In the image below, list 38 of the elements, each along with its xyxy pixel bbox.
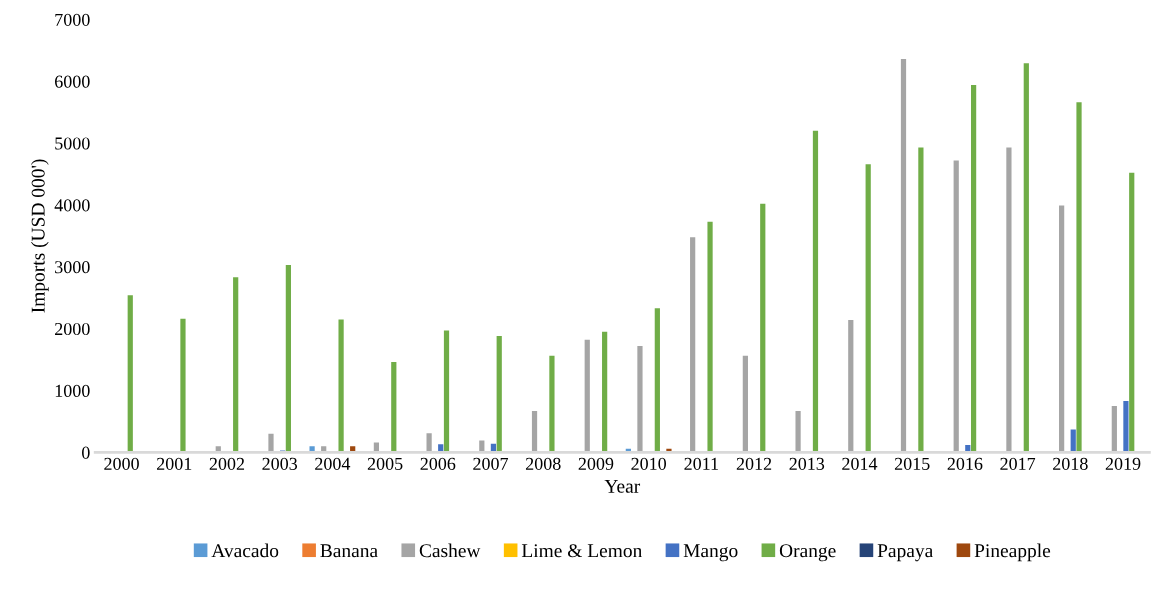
x-tick-label: 2016: [947, 457, 983, 470]
y-tick-label: 3000: [55, 261, 90, 274]
x-tick-label: 2015: [894, 457, 930, 470]
legend-label: Papaya: [877, 544, 933, 562]
x-tick-label: 2004: [315, 457, 351, 470]
legend-label: Avacado: [211, 543, 279, 558]
legend-label: Orange: [779, 544, 836, 562]
x-tick-label: 2014: [842, 457, 878, 470]
legend-label: Pineapple: [974, 543, 1051, 562]
y-tick-label: 1000: [55, 384, 90, 397]
y-tick-label: 2000: [55, 322, 90, 336]
x-tick-label: 2001: [157, 457, 192, 470]
y-axis-title: Imports (USD 000'): [31, 159, 49, 313]
x-tick-label: 2009: [578, 457, 614, 470]
x-tick-label: 2010: [631, 457, 667, 470]
x-tick-label: 2005: [367, 457, 403, 470]
x-tick-label: 2017: [1000, 457, 1036, 470]
x-tick-label: 2002: [209, 457, 245, 470]
x-tick-label: 2000: [104, 457, 139, 470]
x-tick-label: 2006: [420, 457, 456, 470]
legend-label: Mango: [683, 544, 738, 562]
y-tick-label: 4000: [54, 199, 90, 212]
legend-label: Lime & Lemon: [521, 544, 643, 558]
x-tick-label: 2011: [684, 457, 718, 470]
y-tick-label: 0: [82, 446, 90, 459]
x-tick-label: 2013: [789, 457, 825, 470]
x-tick-label: 2019: [1105, 457, 1141, 470]
x-tick-label: 2008: [525, 457, 561, 470]
x-tick-label: 2003: [262, 457, 298, 470]
legend-label: Banana: [320, 544, 378, 558]
y-tick-label: 6000: [55, 75, 90, 88]
legend-label: Cashew: [419, 543, 481, 558]
x-tick-label: 2018: [1053, 457, 1088, 470]
x-tick-label: 2012: [736, 457, 772, 470]
x-tick-label: 2007: [473, 457, 509, 470]
x-axis-title: Year: [604, 479, 641, 493]
y-tick-label: 5000: [55, 137, 90, 150]
y-tick-label: 7000: [55, 13, 90, 26]
